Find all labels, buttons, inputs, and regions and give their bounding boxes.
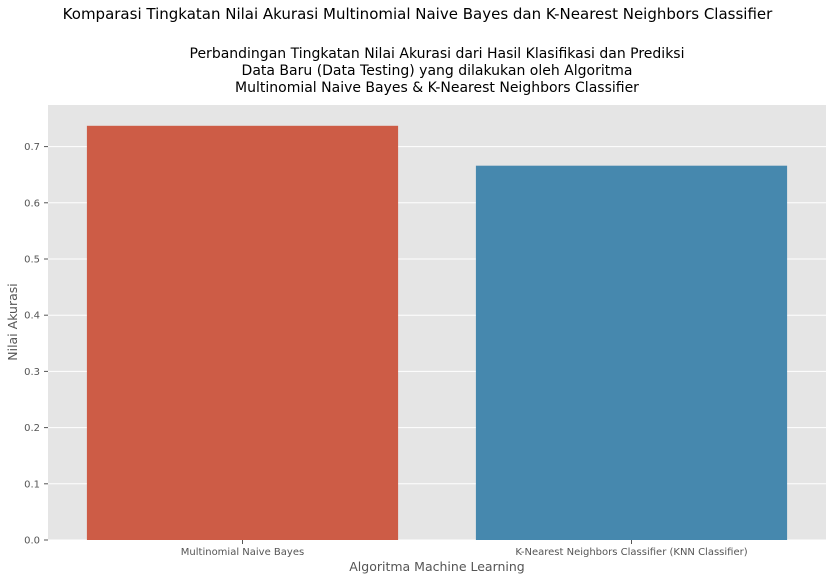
chart-title: Perbandingan Tingkatan Nilai Akurasi dar… bbox=[189, 46, 685, 96]
bars bbox=[86, 125, 788, 541]
y-tick-label: 0.0 bbox=[24, 536, 40, 547]
y-tick-label: 0.3 bbox=[24, 367, 40, 378]
y-tick-label: 0.7 bbox=[24, 142, 40, 153]
figure-suptitle: Komparasi Tingkatan Nilai Akurasi Multin… bbox=[62, 5, 773, 23]
y-tick-label: 0.5 bbox=[24, 254, 40, 265]
x-axis-ticks: Multinomial Naive Bayes K-Nearest Neighbo… bbox=[181, 540, 748, 558]
y-tick-label: 0.2 bbox=[24, 423, 40, 434]
y-tick-label: 0.6 bbox=[24, 198, 40, 209]
y-axis-label: Nilai Akurasi bbox=[5, 283, 20, 361]
x-tick-label: K-Nearest Neighbors Classifier (KNN Clas… bbox=[515, 547, 747, 558]
x-axis-label: Algoritma Machine Learning bbox=[349, 559, 525, 574]
bar bbox=[475, 165, 788, 540]
y-tick-label: 0.1 bbox=[24, 479, 40, 490]
y-axis-ticks: 0.0 0.1 0.2 0.3 0.4 0.5 0.6 0.7 bbox=[24, 142, 48, 547]
x-tick-label: Multinomial Naive Bayes bbox=[181, 547, 304, 558]
bar bbox=[86, 125, 399, 541]
y-tick-label: 0.4 bbox=[24, 311, 40, 322]
